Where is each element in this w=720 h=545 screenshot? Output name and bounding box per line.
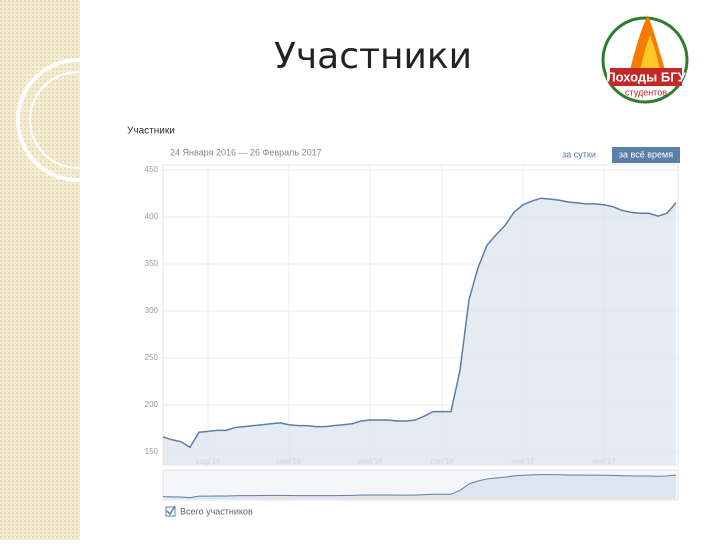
- period-button[interactable]: за сутки: [562, 149, 596, 159]
- y-tick-label: 450: [145, 165, 159, 174]
- logo-text: Походы БГУ: [606, 69, 686, 84]
- legend-check: [166, 505, 176, 516]
- side-strip: [0, 0, 80, 540]
- slide-title: Участники: [274, 36, 472, 77]
- logo: Походы БГУ студентов: [601, 15, 689, 104]
- navigator-area: [163, 474, 676, 499]
- line: [162, 197, 677, 449]
- legend-checkbox[interactable]: [165, 506, 176, 517]
- chart-subtitle: 24 Января 2016 — 26 Февраль 2017: [170, 147, 322, 157]
- logo-fire: [640, 35, 660, 70]
- logo-subtext: студентов: [625, 87, 667, 97]
- chart-title: Участники: [127, 126, 175, 137]
- decor-circle: [29, 71, 127, 169]
- y-tick-label: 150: [145, 447, 159, 456]
- navigator-line: [162, 474, 677, 499]
- area: [163, 198, 676, 465]
- y-tick-label: 250: [145, 353, 159, 362]
- legend-label[interactable]: Всего участников: [180, 506, 253, 516]
- logo-band: [610, 68, 682, 86]
- y-tick-label: 350: [145, 259, 159, 268]
- y-tick-label: 300: [145, 306, 159, 315]
- period-button-bg[interactable]: [612, 147, 680, 163]
- y-tick-label: 200: [145, 400, 159, 409]
- period-button[interactable]: за всё время: [619, 149, 673, 159]
- decor-circle: [16, 58, 140, 182]
- y-tick-label: 400: [145, 212, 159, 221]
